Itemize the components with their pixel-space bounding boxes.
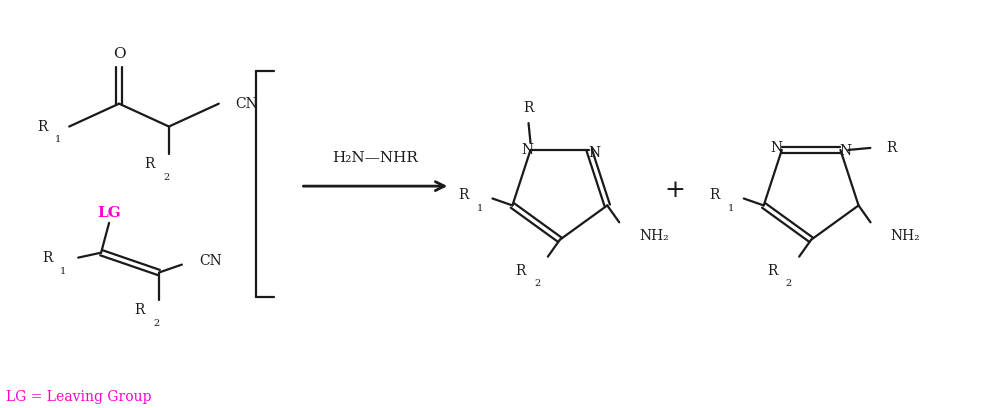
Text: H₂N—NHR: H₂N—NHR	[332, 151, 418, 165]
Text: N: N	[771, 141, 783, 155]
Text: O: O	[113, 47, 125, 61]
Text: R: R	[145, 157, 155, 171]
Text: N: N	[588, 146, 600, 160]
Text: +: +	[664, 179, 685, 202]
Text: 1: 1	[55, 135, 61, 144]
Text: CN: CN	[236, 97, 258, 111]
Text: N: N	[521, 143, 534, 157]
Text: 2: 2	[163, 173, 169, 182]
Text: R: R	[42, 251, 52, 265]
Text: 2: 2	[534, 279, 540, 288]
Text: R: R	[709, 188, 720, 202]
Text: N: N	[839, 144, 851, 158]
Text: 1: 1	[60, 266, 66, 275]
Text: R: R	[523, 101, 534, 115]
Text: R: R	[516, 264, 526, 277]
Text: R: R	[886, 141, 897, 155]
Text: 1: 1	[477, 204, 483, 213]
Text: NH₂: NH₂	[890, 229, 920, 243]
Text: R: R	[458, 188, 469, 202]
Text: LG: LG	[97, 206, 121, 220]
Text: R: R	[135, 303, 145, 317]
Text: 2: 2	[785, 279, 791, 288]
Text: LG = Leaving Group: LG = Leaving Group	[6, 390, 152, 404]
Text: R: R	[37, 120, 47, 133]
Text: NH₂: NH₂	[639, 229, 669, 243]
Text: 1: 1	[728, 204, 734, 213]
Text: CN: CN	[199, 254, 222, 268]
Text: 2: 2	[153, 319, 159, 328]
Text: R: R	[767, 264, 777, 277]
